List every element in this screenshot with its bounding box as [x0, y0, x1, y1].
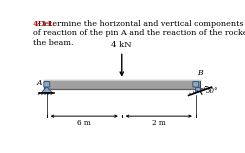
Text: 30°: 30°: [206, 87, 219, 95]
Text: Determine the horizontal and vertical components
of reaction of the pin A and th: Determine the horizontal and vertical co…: [33, 20, 245, 47]
Text: 4 kN: 4 kN: [111, 41, 132, 49]
Text: 2 m: 2 m: [152, 119, 166, 127]
Text: 6 m: 6 m: [77, 119, 91, 127]
Polygon shape: [41, 87, 52, 93]
Text: 4-11.: 4-11.: [33, 20, 56, 28]
FancyBboxPatch shape: [44, 80, 200, 89]
FancyBboxPatch shape: [193, 82, 199, 87]
Polygon shape: [195, 87, 205, 93]
Text: B: B: [197, 69, 202, 77]
Text: A: A: [37, 79, 42, 87]
FancyBboxPatch shape: [44, 82, 50, 87]
